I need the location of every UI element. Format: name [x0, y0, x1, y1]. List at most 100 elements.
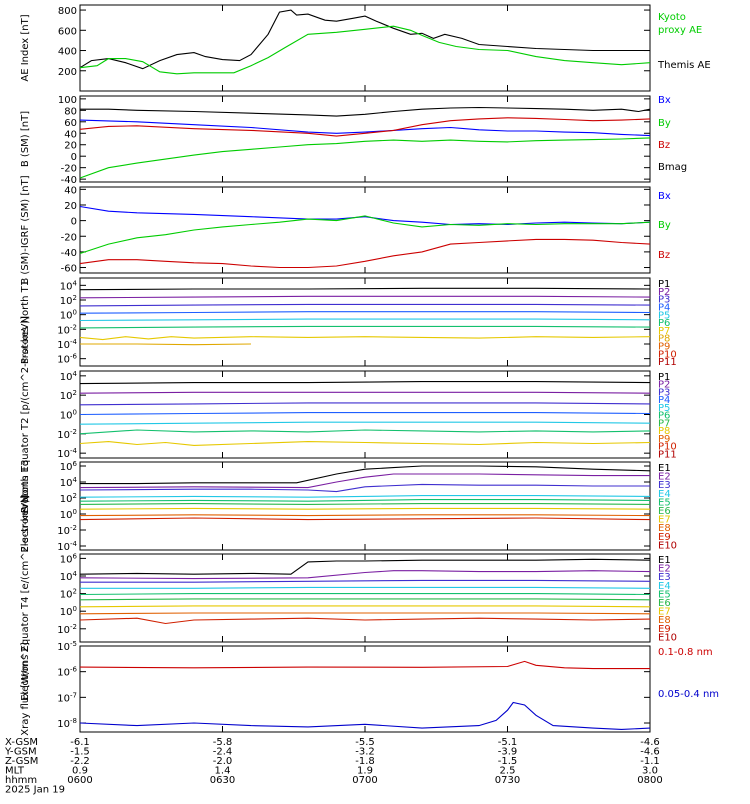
legend-label: E7	[658, 607, 671, 618]
legend-label: Bz	[658, 140, 670, 151]
y-tick-label: 102	[60, 389, 77, 402]
row-value: -3.2	[355, 747, 375, 758]
y-tick-label: 102	[60, 294, 77, 307]
y-tick-label: -40	[61, 248, 77, 259]
legend-label: E5	[658, 589, 671, 600]
y-tick-label: 10-6	[57, 666, 77, 679]
row-value: 0800	[637, 775, 662, 786]
y-tick-label: 104	[60, 279, 78, 292]
series-line-0-1-0-8-nm	[79, 660, 650, 670]
y-tick-label: 100	[60, 309, 77, 322]
y-tick-label: 102	[60, 588, 77, 601]
series-line-e3	[79, 483, 650, 493]
series-line-p3	[79, 402, 651, 406]
series-line-e2	[79, 473, 650, 489]
series-line-kyoto-proxy-ae	[79, 25, 651, 75]
legend-label: E2	[658, 472, 671, 483]
legend-label: E6	[658, 598, 671, 609]
panel-frame	[79, 553, 651, 643]
legend-label: Bmag	[658, 162, 687, 173]
series-line-p1	[79, 381, 651, 385]
legend-label: E4	[658, 489, 671, 500]
y-axis-label: Electrons Equator T4 [e/(cm^2-s-sr-keV)]	[20, 495, 31, 701]
series-line-by	[79, 215, 651, 255]
y-axis-label: B (SM)-IGRF (SM) [nT]	[20, 175, 31, 284]
legend-label: E3	[658, 480, 671, 491]
panel-frame	[79, 4, 651, 92]
legend-label: E9	[658, 532, 671, 543]
series-line-e9	[79, 517, 651, 521]
legend-label: P8	[658, 334, 670, 345]
legend-label: P8	[658, 426, 670, 437]
series-line-e2	[79, 570, 651, 580]
legend-label: Bx	[658, 191, 671, 202]
y-tick-label: 10-7	[57, 691, 77, 704]
row-label: MLT	[5, 766, 25, 777]
series-line-p6	[79, 429, 651, 435]
row-value: 1.4	[215, 766, 231, 777]
legend-label: Bz	[658, 250, 670, 261]
y-axis-label: Electrons North T3	[20, 459, 31, 552]
y-tick-label: 102	[60, 492, 77, 505]
row-value: -1.8	[355, 756, 375, 767]
y-tick-label: 80	[64, 106, 77, 117]
series-line-p2	[79, 391, 651, 394]
legend-label: E10	[658, 632, 677, 643]
legend-label: 0.1-0.8 nm	[658, 647, 713, 658]
row-value: -5.5	[355, 737, 375, 748]
series-line-p5	[79, 421, 651, 425]
series-line-bx	[79, 205, 651, 226]
legend-label: P2	[658, 380, 670, 391]
y-tick-label: 10-5	[57, 640, 77, 653]
series-line-e8	[79, 514, 651, 517]
y-tick-label: 200	[58, 67, 77, 78]
x-axis-rows: X-GSM -6.1 -5.8 -5.5 -5.1 -4.6 Y-GSM -1.5 -2.4 -3…	[4, 737, 663, 796]
legend-label: P4	[658, 302, 670, 313]
row-value: -5.1	[498, 737, 518, 748]
legend-label: P6	[658, 411, 670, 422]
y-tick-label: 40	[64, 129, 77, 140]
series-line-by	[79, 137, 651, 179]
legend-label: E2	[658, 564, 671, 575]
legend-label: E10	[658, 540, 677, 551]
y-tick-label: 104	[60, 370, 78, 383]
y-tick-label: 10-2	[57, 428, 77, 441]
legend-label: P3	[658, 295, 670, 306]
series-line-p7	[79, 336, 651, 341]
y-tick-label: 10-4	[57, 447, 77, 460]
row-label: X-GSM	[5, 737, 38, 748]
y-tick-label: 104	[60, 570, 78, 583]
series-line-p8	[80, 343, 252, 346]
row-value: -5.8	[213, 737, 233, 748]
legend-label: E3	[658, 572, 671, 583]
legend-label: P1	[658, 279, 670, 290]
row-value: 1.9	[357, 766, 373, 777]
y-tick-label: 106	[60, 460, 78, 473]
legend-label: By	[658, 118, 671, 129]
panel-electrons_equator: 106 104 102 100 10-2 Electrons Equator T4 [e/…	[20, 495, 677, 701]
y-tick-label: -20	[61, 232, 77, 243]
panel-electrons_north: 106 104 102 100 10-2 10-4 Electrons North T3 E1…	[20, 459, 677, 553]
legend-label: E8	[658, 523, 671, 534]
y-tick-label: 100	[60, 605, 77, 618]
row-value: -2.0	[213, 756, 233, 767]
legend-label: E4	[658, 581, 671, 592]
y-tick-label: 10-8	[57, 717, 77, 730]
panel-frame	[79, 645, 651, 733]
series-line-e5	[79, 499, 651, 502]
legend-label: E1	[658, 555, 671, 566]
legend-label: E5	[658, 497, 671, 508]
legend-label: P7	[658, 418, 670, 429]
series-line-e4	[80, 586, 651, 589]
legend-label: E7	[658, 515, 671, 526]
row-value: -1.5	[70, 747, 90, 758]
y-tick-label: 40	[64, 185, 77, 196]
y-tick-label: 104	[60, 476, 78, 489]
y-tick-label: -60	[61, 264, 77, 275]
y-tick-label: 60	[64, 118, 77, 129]
legend-label: P7	[658, 326, 670, 337]
y-tick-label: 100	[60, 508, 77, 521]
series-line-e8	[79, 612, 651, 615]
y-axis-label: Protons Equator T2 [p/(cm^2-s-sr-keV)]	[20, 316, 31, 513]
